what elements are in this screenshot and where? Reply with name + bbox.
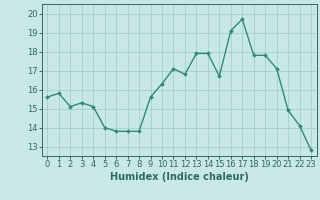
X-axis label: Humidex (Indice chaleur): Humidex (Indice chaleur) bbox=[110, 172, 249, 182]
